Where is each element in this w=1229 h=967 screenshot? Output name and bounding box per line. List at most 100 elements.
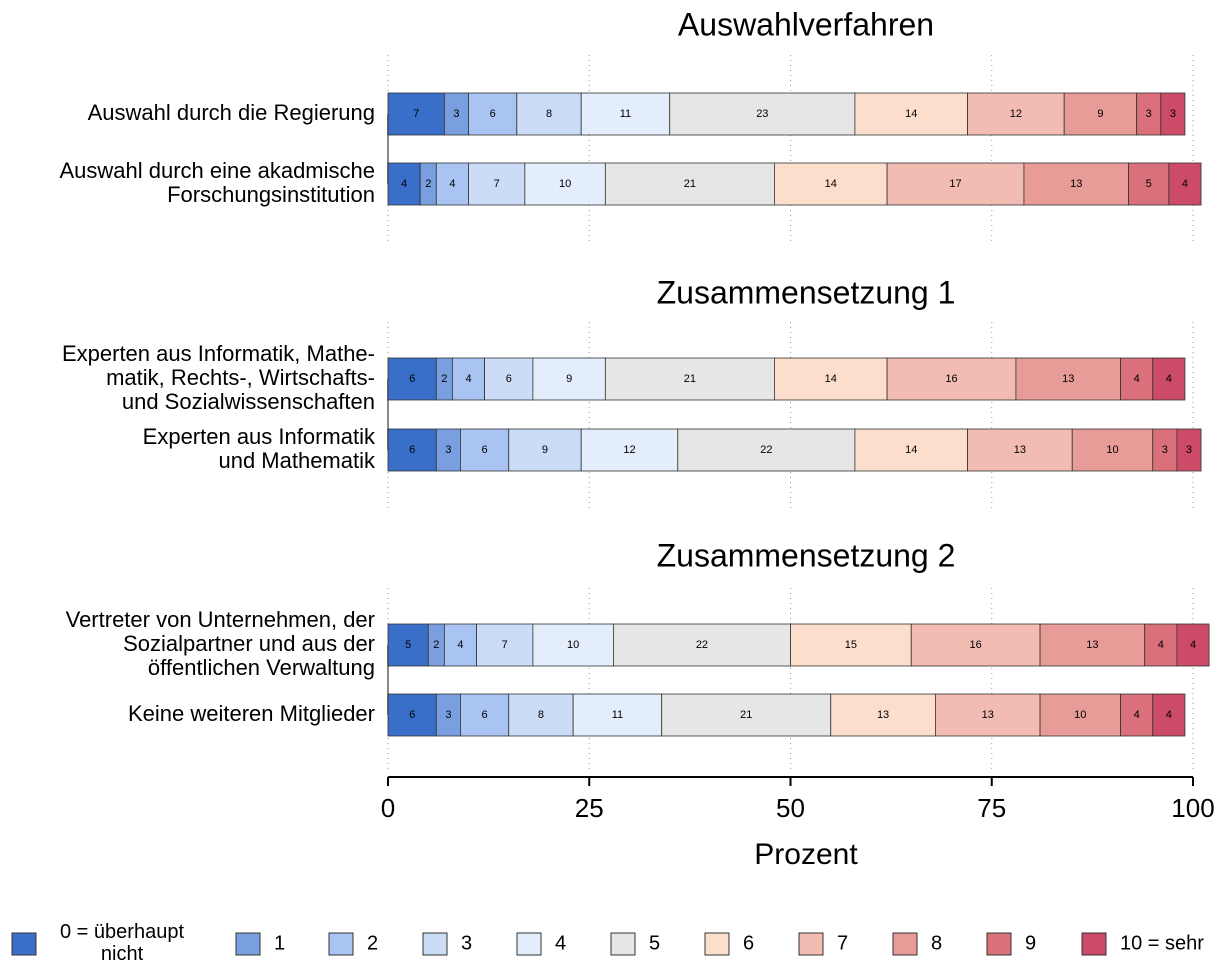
- legend-label: 8: [931, 932, 942, 954]
- value-label: 23: [756, 108, 768, 120]
- value-label: 3: [1162, 444, 1168, 456]
- category-label: Keine weiteren Mitglieder: [128, 701, 375, 726]
- bar-segment: [460, 693, 510, 737]
- value-label: 6: [506, 373, 512, 385]
- legend-label: 3: [461, 932, 472, 954]
- x-tick-label: 50: [776, 793, 805, 823]
- value-label: 9: [1097, 108, 1103, 120]
- x-tick-label: 0: [381, 793, 395, 823]
- legend-label: 2: [367, 932, 378, 954]
- bar-segment: [451, 357, 485, 401]
- value-label: 22: [760, 444, 772, 456]
- bar-segment: [387, 428, 437, 472]
- legend-label: 0 = überhaupt nicht: [60, 921, 184, 965]
- bar-segment: [1176, 623, 1210, 667]
- value-label: 11: [612, 709, 623, 721]
- bar-segment: [443, 92, 469, 136]
- value-label: 3: [1146, 108, 1152, 120]
- legend-swatch: [986, 932, 1012, 956]
- value-label: 2: [433, 639, 439, 651]
- value-label: 6: [409, 444, 415, 456]
- value-label: 21: [684, 373, 696, 385]
- value-label: 13: [877, 709, 889, 721]
- bar-segment: [572, 693, 663, 737]
- value-label: 6: [409, 709, 415, 721]
- bar-segment: [1176, 428, 1202, 472]
- legend-label: 1: [274, 932, 285, 954]
- value-label: 7: [502, 639, 508, 651]
- value-label: 14: [905, 444, 917, 456]
- value-label: 2: [425, 178, 431, 190]
- bar-segment: [532, 623, 614, 667]
- value-label: 13: [1070, 178, 1082, 190]
- legend-swatch: [892, 932, 918, 956]
- bar-segment: [516, 92, 582, 136]
- value-label: 13: [1062, 373, 1074, 385]
- legend-swatch: [798, 932, 824, 956]
- value-label: 21: [684, 178, 696, 190]
- legend-swatch: [235, 932, 261, 956]
- category-label: Vertreter von Unternehmen, der Sozialpart…: [66, 607, 375, 680]
- legend-swatch: [11, 932, 37, 956]
- value-label: 4: [1158, 639, 1164, 651]
- x-tick-label: 75: [977, 793, 1006, 823]
- value-label: 3: [445, 444, 451, 456]
- bar-segment: [1015, 357, 1121, 401]
- bar-segment: [435, 428, 461, 472]
- legend-label: 7: [837, 932, 848, 954]
- bar-segment: [604, 162, 775, 206]
- bar-segment: [1128, 162, 1170, 206]
- bar-segment: [387, 92, 445, 136]
- bar-segment: [1071, 428, 1154, 472]
- value-label: 10: [1074, 709, 1086, 721]
- bar-segment: [1039, 623, 1146, 667]
- value-label: 15: [845, 639, 857, 651]
- value-label: 7: [413, 108, 419, 120]
- bar-segment: [532, 357, 606, 401]
- value-label: 4: [465, 373, 471, 385]
- value-label: 12: [623, 444, 635, 456]
- value-label: 3: [445, 709, 451, 721]
- bar-segment: [854, 428, 969, 472]
- bar-segment: [935, 693, 1041, 737]
- bar-segment: [854, 92, 969, 136]
- bar-segment: [774, 162, 888, 206]
- bar-segment: [387, 162, 421, 206]
- value-label: 2: [441, 373, 447, 385]
- bar-segment: [669, 92, 856, 136]
- value-label: 10: [1106, 444, 1118, 456]
- bar-segment: [886, 162, 1025, 206]
- bar-segment: [1023, 162, 1130, 206]
- value-label: 6: [490, 108, 496, 120]
- bar-segment: [613, 623, 791, 667]
- value-label: 12: [1010, 108, 1022, 120]
- legend-swatch: [516, 932, 542, 956]
- panel-title: Zusammensetzung 2: [657, 537, 956, 573]
- value-label: 11: [620, 108, 631, 120]
- value-label: 21: [740, 709, 752, 721]
- bar-segment: [435, 162, 469, 206]
- value-label: 10: [567, 639, 579, 651]
- value-label: 14: [905, 108, 917, 120]
- value-label: 14: [825, 373, 837, 385]
- value-label: 10: [559, 178, 571, 190]
- category-label: Auswahl durch die Regierung: [88, 100, 375, 125]
- value-label: 16: [970, 639, 982, 651]
- bar-segment: [435, 693, 461, 737]
- legend-swatch: [610, 932, 636, 956]
- bar-segment: [580, 92, 671, 136]
- value-label: 7: [494, 178, 500, 190]
- bar-segment: [484, 357, 534, 401]
- bar-segment: [476, 623, 534, 667]
- bar-segment: [1039, 693, 1121, 737]
- bar-segment: [661, 693, 832, 737]
- value-label: 13: [982, 709, 994, 721]
- category-label: Experten aus Informatik und Mathematik: [143, 424, 376, 473]
- category-label: Experten aus Informatik, Mathe-matik, Re…: [62, 341, 375, 414]
- bar-segment: [508, 693, 574, 737]
- value-label: 4: [1134, 709, 1140, 721]
- bar-segment: [468, 92, 518, 136]
- bar-segment: [1144, 623, 1178, 667]
- value-label: 3: [453, 108, 459, 120]
